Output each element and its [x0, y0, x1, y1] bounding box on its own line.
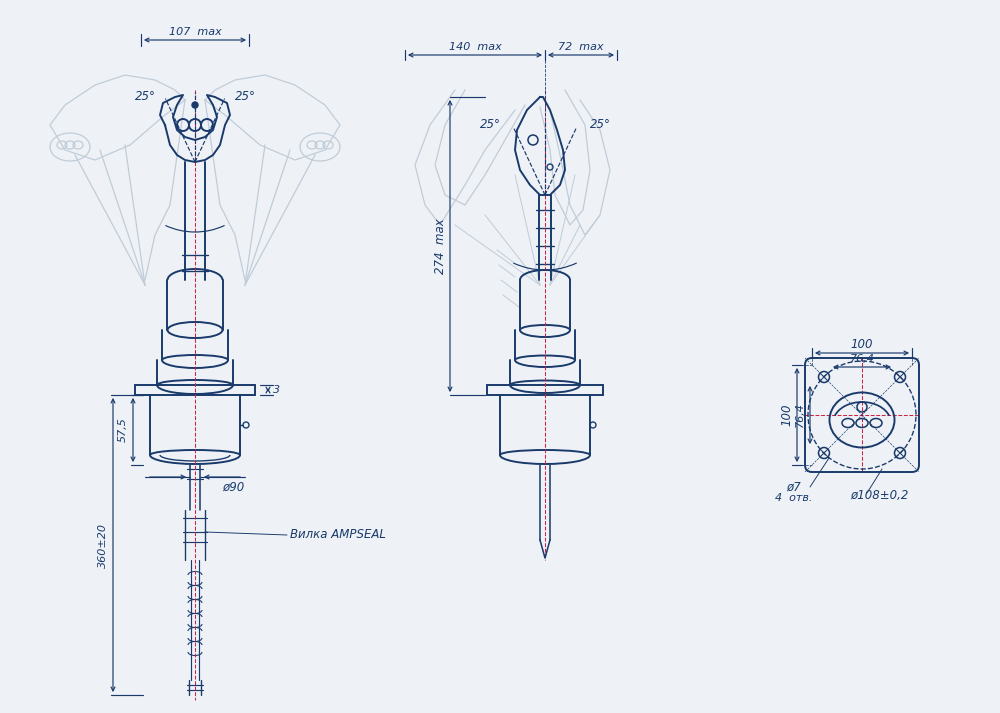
Text: 140  max: 140 max [449, 42, 501, 52]
Text: 25°: 25° [235, 91, 255, 103]
Text: 274  max: 274 max [434, 218, 446, 274]
Text: 72  max: 72 max [558, 42, 604, 52]
Text: 76,4: 76,4 [850, 354, 874, 364]
Text: 76,4: 76,4 [795, 403, 805, 427]
Text: 25°: 25° [480, 118, 500, 131]
Text: ø7: ø7 [787, 481, 801, 493]
Text: ø90: ø90 [222, 481, 244, 493]
Text: 25°: 25° [135, 91, 155, 103]
Text: ø108±0,2: ø108±0,2 [850, 488, 908, 501]
Text: 25°: 25° [590, 118, 610, 131]
Circle shape [192, 102, 198, 108]
Text: 57,5: 57,5 [118, 418, 128, 443]
Text: 107  max: 107 max [169, 27, 221, 37]
Text: 360±20: 360±20 [98, 523, 108, 568]
Text: Вилка AMPSEAL: Вилка AMPSEAL [290, 528, 386, 541]
Text: 4  отв.: 4 отв. [775, 493, 813, 503]
Text: 3: 3 [273, 385, 281, 395]
Text: 100: 100 [780, 404, 794, 426]
Text: 100: 100 [851, 339, 873, 352]
